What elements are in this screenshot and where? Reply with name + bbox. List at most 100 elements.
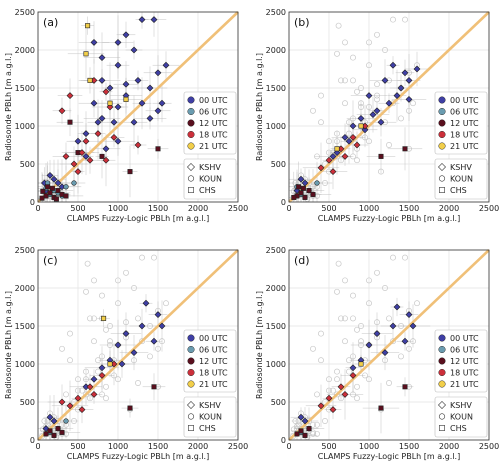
faded-point	[338, 315, 344, 322]
x-axis-title: CLAMPS Fuzzy-Logic PBLh [m a.g.l.]	[67, 214, 209, 223]
faded-point	[63, 391, 69, 398]
faded-point	[95, 368, 101, 375]
data-point	[134, 76, 142, 84]
faded-point	[155, 345, 161, 352]
faded-point	[342, 277, 348, 284]
y-axis-title: Radiosonde PBLh [m a.g.l.]	[4, 291, 13, 399]
faded-point	[75, 376, 81, 383]
faded-point	[382, 285, 388, 291]
plot-frame	[288, 249, 490, 441]
legend-time-label: 06 UTC	[199, 108, 228, 117]
data-point	[325, 156, 333, 164]
data-point	[349, 133, 357, 141]
y-tick-label: 0	[30, 198, 35, 207]
data-point	[358, 123, 364, 129]
data-point	[385, 99, 393, 107]
legend-site-marker	[438, 413, 446, 420]
faded-point	[374, 31, 380, 38]
data-point	[54, 179, 62, 187]
data-point	[381, 349, 389, 357]
data-point	[90, 390, 98, 398]
panel-label: (c)	[43, 254, 58, 267]
legend-time-label: 18 UTC	[199, 131, 228, 140]
data-point	[155, 146, 161, 152]
y-tick-label: 1500	[266, 322, 286, 331]
data-point	[74, 137, 82, 145]
data-point	[82, 137, 90, 145]
legend-time-marker	[438, 357, 446, 365]
data-point	[349, 364, 357, 372]
faded-point	[335, 260, 342, 267]
y-tick-label: 2000	[266, 284, 286, 293]
x-axis-title: CLAMPS Fuzzy-Logic PBLh [m a.g.l.]	[318, 214, 460, 223]
data-point	[123, 96, 129, 102]
x-tick-label: 0	[35, 204, 40, 213]
data-point	[405, 95, 413, 103]
faded-point	[326, 138, 332, 145]
legend-time-box	[183, 91, 237, 155]
legend-time-label: 21 UTC	[450, 142, 479, 151]
data-point	[405, 76, 413, 84]
faded-point	[334, 368, 340, 375]
faded-point	[354, 383, 360, 390]
data-point	[63, 418, 69, 424]
data-point	[378, 153, 384, 159]
y-tick-label: 1000	[15, 122, 35, 131]
data-point	[297, 413, 305, 421]
legend-site-label: CHS	[450, 424, 467, 433]
y-tick-label: 1000	[15, 360, 35, 369]
data-point	[110, 118, 118, 126]
legend-time-marker	[438, 142, 446, 150]
data-point	[291, 194, 297, 200]
x-tick-label: 2500	[228, 204, 248, 213]
data-point	[306, 188, 312, 194]
faded-point	[398, 353, 404, 360]
faded-point	[83, 288, 89, 295]
faded-point	[390, 254, 396, 261]
legend-site-marker	[188, 425, 194, 431]
faded-point	[139, 254, 145, 261]
y-tick-label: 0	[30, 436, 35, 445]
faded-point	[366, 300, 372, 307]
data-point	[85, 23, 91, 29]
x-tick-label: 500	[321, 442, 336, 451]
legend-time-marker	[187, 380, 195, 388]
data-point	[365, 92, 373, 100]
x-tick-label: 0	[286, 204, 291, 213]
faded-point	[84, 260, 91, 267]
data-point	[158, 99, 166, 107]
data-point	[345, 137, 353, 145]
legend-time-label: 06 UTC	[450, 108, 479, 117]
data-point	[59, 429, 65, 435]
data-point	[150, 16, 158, 24]
data-point	[389, 61, 397, 69]
faded-point	[310, 430, 316, 437]
legend-time-marker	[438, 107, 446, 116]
data-point	[357, 114, 365, 122]
faded-point	[318, 92, 324, 99]
data-point	[107, 361, 113, 367]
data-point	[314, 180, 320, 186]
x-tick-label: 2500	[479, 442, 499, 451]
x-tick-label: 2000	[439, 204, 459, 213]
one-to-one-line	[288, 249, 490, 441]
data-point	[50, 417, 58, 425]
data-point	[353, 141, 361, 149]
faded-point	[354, 395, 360, 402]
data-point	[302, 432, 308, 438]
x-tick-label: 0	[286, 442, 291, 451]
data-point	[122, 330, 130, 338]
data-point	[341, 152, 349, 160]
y-tick-label: 1000	[266, 360, 286, 369]
data-point	[377, 118, 385, 126]
y-tick-label: 1000	[266, 122, 286, 131]
data-point	[67, 119, 73, 125]
data-point	[349, 122, 357, 130]
data-point	[306, 426, 312, 432]
x-tick-label: 1500	[399, 204, 419, 213]
data-point	[46, 413, 54, 421]
faded-point	[91, 315, 97, 322]
data-point	[402, 146, 408, 152]
data-point	[393, 92, 401, 100]
